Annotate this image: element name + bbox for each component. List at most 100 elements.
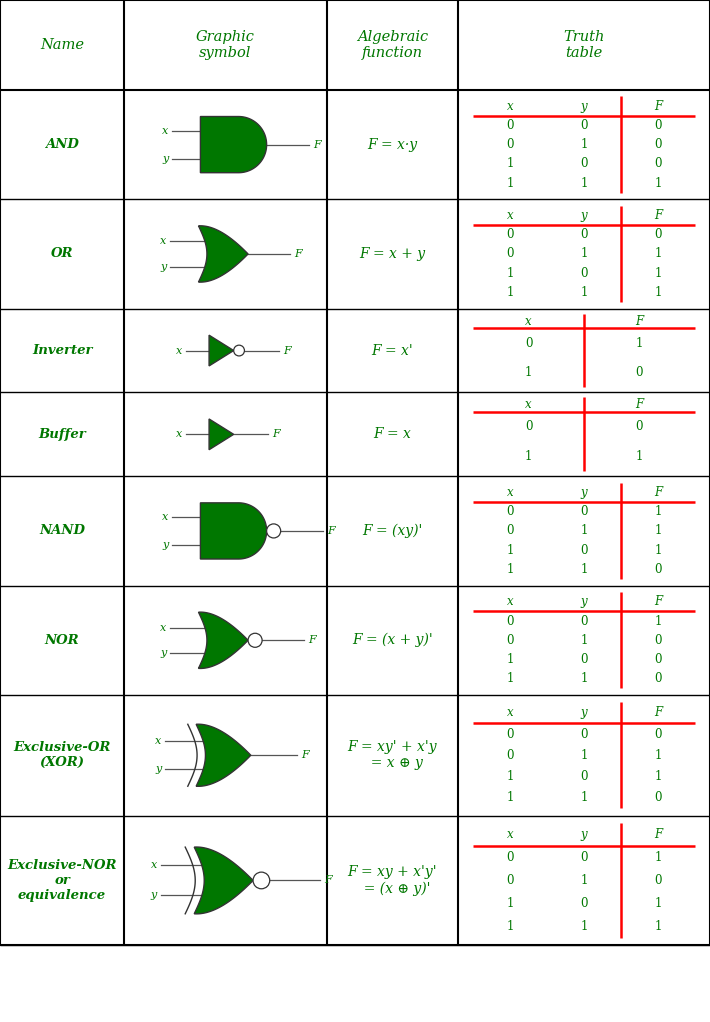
Text: x: x [151, 861, 157, 871]
Text: x: x [176, 429, 182, 439]
Text: 1: 1 [580, 749, 588, 761]
Text: 0: 0 [506, 749, 514, 761]
Text: 0: 0 [580, 544, 588, 557]
Text: 1: 1 [506, 286, 514, 299]
Text: F = x': F = x' [371, 343, 413, 358]
Circle shape [253, 872, 270, 889]
Text: 0: 0 [654, 728, 662, 741]
Text: 0: 0 [580, 228, 588, 241]
Text: 1: 1 [580, 672, 588, 686]
Text: F: F [327, 526, 334, 536]
Text: 0: 0 [525, 336, 532, 350]
Text: x: x [507, 706, 513, 719]
Text: 1: 1 [654, 524, 662, 538]
Text: 0: 0 [654, 874, 662, 887]
Text: F = x + y: F = x + y [359, 247, 425, 261]
Circle shape [234, 345, 244, 356]
Text: OR: OR [51, 247, 73, 261]
Text: F: F [294, 249, 302, 259]
Text: Buffer: Buffer [38, 428, 86, 440]
Text: 1: 1 [654, 286, 662, 299]
Text: 0: 0 [654, 563, 662, 576]
Text: 0: 0 [506, 247, 514, 261]
Text: F: F [654, 706, 662, 719]
Text: NOR: NOR [45, 634, 80, 647]
Text: 0: 0 [635, 420, 643, 433]
Text: 0: 0 [506, 728, 514, 741]
Text: F: F [283, 345, 291, 356]
Polygon shape [199, 226, 248, 282]
Text: x: x [507, 828, 513, 841]
Text: 0: 0 [635, 366, 643, 379]
Text: 0: 0 [654, 138, 662, 151]
Text: 0: 0 [506, 524, 514, 538]
Text: 0: 0 [654, 653, 662, 666]
Text: y: y [581, 485, 587, 499]
Text: F: F [654, 99, 662, 112]
Text: x: x [525, 399, 532, 411]
Text: y: y [151, 890, 157, 900]
Text: 1: 1 [654, 505, 662, 518]
Text: x: x [176, 345, 182, 356]
Text: 1: 1 [580, 138, 588, 151]
Text: 0: 0 [580, 157, 588, 171]
Text: Algebraic
function: Algebraic function [356, 30, 428, 60]
Text: F = x: F = x [373, 427, 411, 442]
Text: 1: 1 [506, 770, 514, 783]
Polygon shape [200, 117, 267, 173]
Polygon shape [209, 419, 234, 450]
Text: Exclusive-NOR
or
equivalence: Exclusive-NOR or equivalence [7, 858, 117, 902]
Text: 1: 1 [580, 874, 588, 887]
Text: 0: 0 [654, 157, 662, 171]
Text: 1: 1 [654, 267, 662, 280]
Text: F: F [654, 595, 662, 608]
Text: 1: 1 [635, 336, 643, 350]
Text: 0: 0 [580, 653, 588, 666]
Text: x: x [160, 236, 166, 246]
Text: 0: 0 [580, 851, 588, 865]
Text: 1: 1 [580, 791, 588, 804]
Text: 1: 1 [506, 672, 514, 686]
Text: 0: 0 [580, 728, 588, 741]
Text: NAND: NAND [39, 524, 85, 538]
Text: F: F [313, 140, 320, 149]
Text: 1: 1 [654, 896, 662, 910]
Text: 1: 1 [654, 920, 662, 933]
Text: 0: 0 [506, 138, 514, 151]
Text: 1: 1 [580, 177, 588, 190]
Circle shape [267, 524, 280, 538]
Text: F: F [301, 750, 309, 760]
Text: Truth
table: Truth table [563, 30, 605, 60]
Polygon shape [199, 612, 248, 668]
Text: Exclusive-OR
(XOR): Exclusive-OR (XOR) [13, 741, 111, 770]
Text: 1: 1 [580, 524, 588, 538]
Text: x: x [525, 315, 532, 327]
Text: 0: 0 [654, 791, 662, 804]
Text: 0: 0 [506, 119, 514, 132]
Text: 0: 0 [580, 505, 588, 518]
Text: 1: 1 [580, 247, 588, 261]
Text: F = xy' + x'y
  = x ⊕ y: F = xy' + x'y = x ⊕ y [347, 740, 437, 771]
Text: x: x [507, 595, 513, 608]
Text: 1: 1 [525, 366, 532, 379]
Text: 1: 1 [506, 896, 514, 910]
Text: 1: 1 [635, 450, 643, 463]
Text: 1: 1 [506, 544, 514, 557]
Text: 1: 1 [580, 563, 588, 576]
Text: 1: 1 [506, 791, 514, 804]
Text: 1: 1 [580, 286, 588, 299]
Text: Graphic
symbol: Graphic symbol [196, 30, 255, 60]
Text: y: y [155, 764, 161, 775]
Text: F: F [654, 828, 662, 841]
Text: x: x [155, 736, 161, 746]
Text: 0: 0 [580, 267, 588, 280]
Text: 0: 0 [654, 119, 662, 132]
Text: F: F [654, 208, 662, 222]
Text: x: x [507, 208, 513, 222]
Text: y: y [581, 706, 587, 719]
Text: 1: 1 [506, 267, 514, 280]
Text: x: x [507, 485, 513, 499]
Text: 1: 1 [506, 920, 514, 933]
Text: x: x [162, 512, 168, 522]
Text: F: F [654, 485, 662, 499]
